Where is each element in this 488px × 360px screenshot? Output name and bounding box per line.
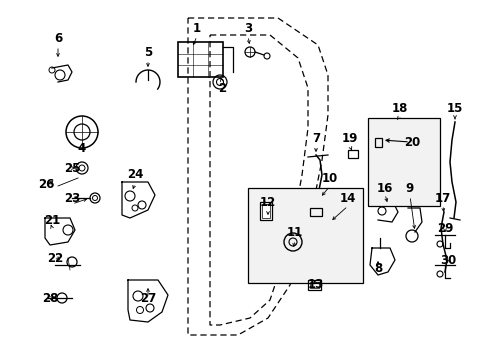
Text: 21: 21	[44, 213, 60, 226]
Text: 12: 12	[259, 195, 276, 208]
Bar	[260, 202, 271, 220]
Text: 30: 30	[439, 253, 455, 266]
Bar	[247, 188, 362, 283]
Bar	[309, 208, 321, 216]
Bar	[262, 204, 269, 218]
Text: 3: 3	[244, 22, 251, 35]
Text: 10: 10	[321, 171, 337, 184]
Text: 15: 15	[446, 102, 462, 114]
Text: 20: 20	[403, 135, 419, 148]
Bar	[178, 42, 223, 77]
Bar	[307, 280, 320, 290]
Text: 2: 2	[218, 81, 225, 94]
Text: 19: 19	[341, 131, 357, 144]
Bar	[309, 282, 318, 288]
Text: 17: 17	[434, 192, 450, 204]
Text: 13: 13	[307, 279, 324, 292]
Text: 5: 5	[143, 45, 152, 58]
Text: 22: 22	[47, 252, 63, 265]
Text: 28: 28	[42, 292, 58, 305]
Text: 27: 27	[140, 292, 156, 305]
Text: 8: 8	[373, 261, 381, 274]
Text: 23: 23	[64, 192, 80, 204]
Text: 26: 26	[38, 179, 54, 192]
Bar	[374, 138, 381, 147]
Text: 6: 6	[54, 31, 62, 45]
Bar	[367, 118, 439, 206]
Text: 18: 18	[391, 102, 407, 114]
Text: 14: 14	[339, 192, 355, 204]
Text: 25: 25	[63, 162, 80, 175]
Text: 9: 9	[405, 181, 413, 194]
Text: 11: 11	[286, 225, 303, 238]
Text: 1: 1	[193, 22, 201, 35]
Text: 7: 7	[311, 131, 320, 144]
Text: 4: 4	[78, 141, 86, 154]
Text: 16: 16	[376, 181, 392, 194]
Text: 29: 29	[436, 221, 452, 234]
Bar	[347, 150, 357, 158]
Text: 24: 24	[126, 168, 143, 181]
